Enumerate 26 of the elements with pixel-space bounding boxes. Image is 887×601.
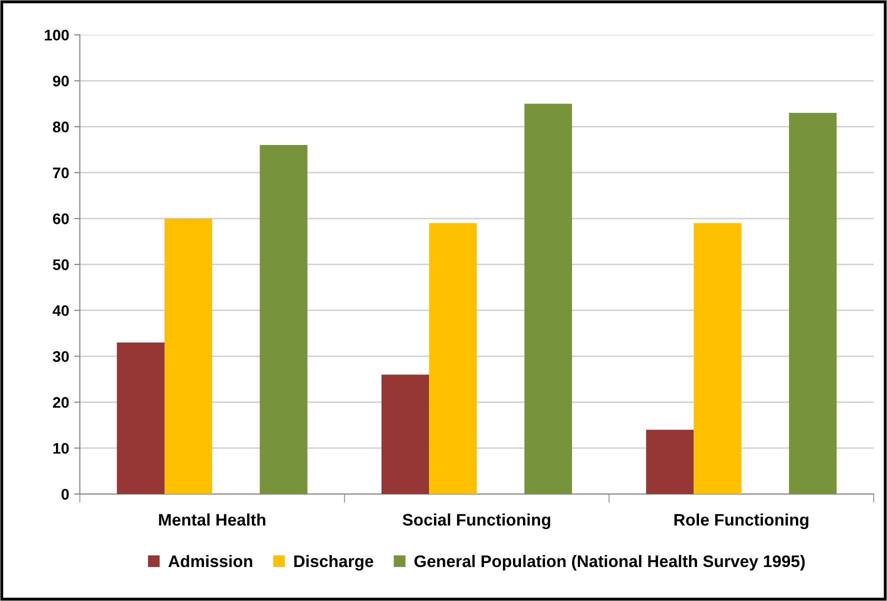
y-tick-label: 80 [52, 122, 69, 132]
legend-label: Admission [168, 554, 252, 568]
y-tick-label: 90 [52, 76, 69, 86]
bar [694, 223, 742, 494]
x-tick-label: Mental Health [159, 513, 266, 526]
legend-label: General Population (National Health Survey 1995) [414, 554, 805, 570]
y-tick-label: 100 [44, 30, 69, 41]
y-tick-label: 30 [52, 351, 69, 362]
y-tick-label: 60 [52, 213, 69, 224]
bar [116, 342, 165, 494]
y-tick-label: 0 [62, 488, 69, 500]
bar [524, 104, 572, 494]
y-tick-label: 10 [53, 442, 69, 454]
bar [382, 374, 430, 494]
x-tick-label: Social Functioning [402, 513, 550, 530]
bar [789, 112, 837, 494]
y-tick-label: 50 [52, 259, 69, 270]
x-tick-label: Role Functioning [674, 513, 808, 530]
bar [260, 145, 308, 494]
bar [646, 430, 694, 494]
y-tick-label: 40 [52, 305, 69, 316]
bar [164, 218, 212, 494]
y-tick-label: 20 [52, 397, 69, 408]
bar [429, 223, 477, 494]
y-tick-label: 70 [53, 167, 69, 178]
legend-label: Discharge [294, 554, 374, 571]
